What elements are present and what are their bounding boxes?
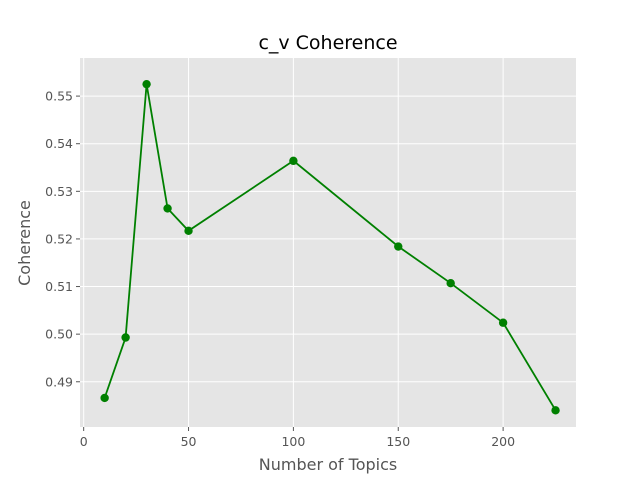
grid-lines <box>80 58 576 427</box>
y-tick-label: 0.50 <box>45 327 73 342</box>
y-tick-label: 0.54 <box>45 136 73 151</box>
y-tick-label: 0.52 <box>45 231 73 246</box>
y-axis-label: Coherence <box>15 200 34 286</box>
y-tick-label: 0.55 <box>45 89 73 104</box>
x-tick-label: 200 <box>491 434 515 449</box>
x-tick-label: 50 <box>181 434 197 449</box>
x-tick-label: 0 <box>80 434 88 449</box>
x-tick-label: 150 <box>386 434 410 449</box>
data-point <box>184 226 193 236</box>
x-axis-label: Number of Topics <box>259 455 397 474</box>
chart-title: c_v Coherence <box>258 32 397 54</box>
data-point <box>100 393 109 403</box>
data-point <box>289 156 298 166</box>
x-tick-label: 100 <box>281 434 305 449</box>
data-point <box>163 204 172 213</box>
data-point <box>394 242 403 251</box>
data-point <box>551 406 560 415</box>
y-tick-label: 0.51 <box>45 279 73 294</box>
data-point <box>498 318 508 327</box>
series-layer <box>100 79 560 415</box>
y-tick-label: 0.49 <box>45 374 73 389</box>
data-point <box>446 279 455 288</box>
plot-area <box>80 58 576 427</box>
axis-ticks: 0 50 100 150 200 0.49 0.50 0.51 0.52 0.53 0.54 0.55 <box>45 89 515 449</box>
y-tick-label: 0.53 <box>45 184 73 199</box>
data-point <box>121 333 130 342</box>
data-point <box>142 79 151 89</box>
series-line <box>103 84 557 411</box>
